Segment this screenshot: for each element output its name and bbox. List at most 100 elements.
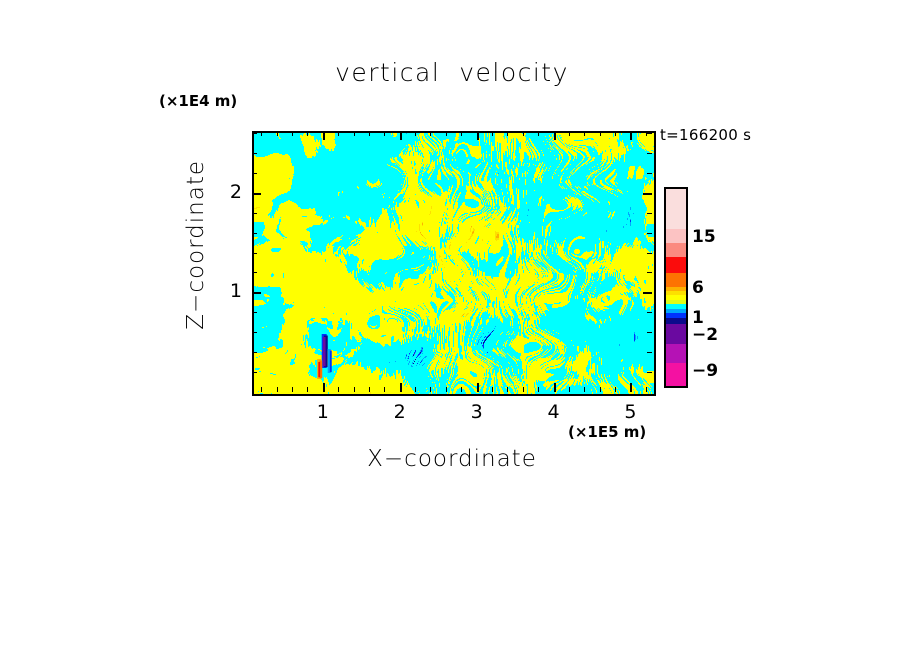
- tick-mark: [647, 372, 652, 374]
- tick-mark: [322, 383, 325, 392]
- tick-mark: [584, 131, 586, 136]
- tick-mark: [399, 383, 402, 392]
- tick-mark: [252, 352, 257, 354]
- tick-mark: [568, 387, 570, 392]
- colorbar-band: [666, 300, 686, 304]
- tick-mark: [643, 292, 652, 295]
- tick-mark: [643, 192, 652, 195]
- tick-mark: [353, 131, 355, 136]
- tick-mark: [338, 387, 340, 392]
- colorbar-band: [666, 318, 686, 324]
- tick-mark: [368, 131, 370, 136]
- colorbar-tick-label: 6: [692, 278, 704, 298]
- tick-mark: [647, 172, 652, 174]
- colorbar-band: [666, 273, 686, 287]
- tick-mark: [647, 232, 652, 234]
- tick-mark: [261, 387, 263, 392]
- colorbar-band: [666, 229, 686, 243]
- tick-mark: [430, 131, 432, 136]
- tick-mark: [553, 383, 556, 392]
- tick-mark: [252, 272, 257, 274]
- tick-mark: [276, 131, 278, 136]
- tick-mark: [476, 383, 479, 392]
- tick-mark: [522, 131, 524, 136]
- tick-mark: [507, 387, 509, 392]
- tick-mark: [353, 387, 355, 392]
- tick-mark: [252, 292, 261, 295]
- tick-mark: [492, 387, 493, 392]
- tick-mark: [368, 387, 370, 392]
- tick-mark: [322, 131, 325, 140]
- tick-mark: [415, 387, 417, 392]
- y-tick-label: 1: [229, 280, 242, 303]
- tick-mark: [399, 131, 402, 140]
- tick-mark: [647, 352, 652, 354]
- tick-mark: [252, 332, 257, 334]
- tick-mark: [252, 312, 257, 314]
- tick-mark: [630, 131, 633, 140]
- tick-mark: [630, 383, 633, 392]
- colorbar: [664, 187, 688, 388]
- vertical-velocity-field: [254, 133, 654, 394]
- colorbar-band: [666, 344, 686, 363]
- y-tick-label: 2: [229, 180, 242, 203]
- x-tick-label: 5: [624, 401, 637, 423]
- tick-mark: [252, 212, 257, 214]
- colorbar-band: [666, 324, 686, 344]
- tick-mark: [252, 372, 257, 374]
- x-tick-label: 3: [470, 401, 483, 423]
- x-axis-title: X−coordinate: [367, 446, 537, 472]
- tick-mark: [507, 131, 509, 136]
- tick-mark: [553, 131, 556, 140]
- tick-mark: [538, 131, 540, 136]
- tick-mark: [252, 232, 257, 234]
- tick-mark: [430, 387, 432, 392]
- tick-mark: [647, 312, 652, 314]
- colorbar-band: [666, 304, 686, 309]
- tick-mark: [384, 131, 386, 136]
- colorbar-band: [666, 313, 686, 318]
- tick-mark: [292, 131, 293, 136]
- tick-mark: [647, 272, 652, 274]
- colorbar-band: [666, 309, 686, 313]
- tick-mark: [461, 131, 463, 136]
- tick-mark: [445, 131, 447, 136]
- tick-mark: [599, 387, 601, 392]
- tick-mark: [261, 131, 263, 136]
- tick-mark: [415, 131, 417, 136]
- colorbar-band: [666, 291, 686, 295]
- colorbar-tick-label: −9: [692, 361, 719, 381]
- tick-mark: [615, 387, 617, 392]
- colorbar-band: [666, 287, 686, 291]
- tick-mark: [292, 387, 293, 392]
- tick-mark: [252, 192, 261, 195]
- tick-mark: [647, 152, 652, 154]
- y-axis-unit-label: (×1E4 m): [159, 92, 238, 110]
- tick-mark: [647, 332, 652, 334]
- tick-mark: [307, 131, 309, 136]
- tick-mark: [252, 252, 257, 254]
- tick-mark: [522, 387, 524, 392]
- tick-mark: [276, 387, 278, 392]
- tick-mark: [647, 252, 652, 254]
- colorbar-tick-label: 1: [692, 308, 704, 328]
- tick-mark: [645, 131, 647, 136]
- tick-mark: [445, 387, 447, 392]
- tick-mark: [252, 172, 257, 174]
- contour-plot-area: [252, 131, 656, 396]
- colorbar-band: [666, 189, 686, 229]
- x-axis-unit-label: (×1E5 m): [568, 423, 647, 441]
- x-tick-label: 2: [393, 401, 406, 423]
- time-annotation: t=166200 s: [660, 126, 752, 144]
- tick-mark: [252, 152, 257, 154]
- tick-mark: [599, 131, 601, 136]
- tick-mark: [307, 387, 309, 392]
- colorbar-band: [666, 295, 686, 300]
- tick-mark: [476, 131, 479, 140]
- colorbar-band: [666, 243, 686, 257]
- tick-mark: [338, 131, 340, 136]
- colorbar-tick-label: 15: [692, 227, 716, 247]
- tick-mark: [252, 132, 257, 134]
- x-tick-label: 4: [547, 401, 560, 423]
